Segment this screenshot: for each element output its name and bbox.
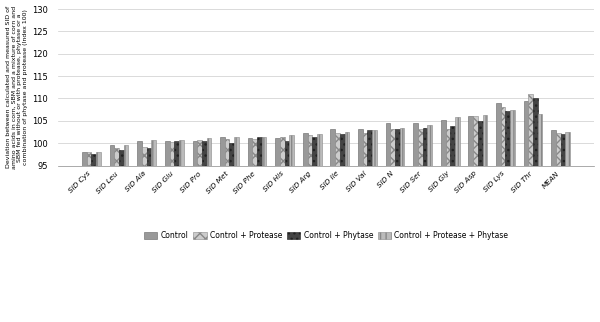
- Bar: [234, 137, 239, 166]
- Bar: [146, 148, 151, 166]
- Bar: [331, 129, 335, 166]
- Bar: [284, 141, 289, 166]
- Bar: [501, 108, 505, 166]
- Bar: [473, 116, 478, 166]
- Bar: [335, 133, 340, 166]
- Bar: [142, 147, 146, 166]
- Bar: [441, 120, 446, 166]
- Bar: [340, 134, 344, 166]
- Bar: [358, 129, 363, 166]
- Bar: [289, 135, 294, 166]
- Bar: [524, 101, 529, 166]
- Bar: [225, 139, 229, 166]
- Bar: [363, 133, 367, 166]
- Y-axis label: Deviation between calculated and measured SID of
amino acids in corn, SBM and a : Deviation between calculated and measure…: [5, 6, 28, 169]
- Bar: [229, 143, 234, 166]
- Bar: [253, 139, 257, 166]
- Bar: [124, 146, 128, 166]
- Bar: [220, 137, 225, 166]
- Bar: [165, 141, 170, 166]
- Bar: [386, 123, 391, 166]
- Bar: [482, 116, 487, 166]
- Bar: [469, 116, 473, 166]
- Bar: [202, 141, 206, 166]
- Bar: [551, 130, 556, 166]
- Bar: [422, 128, 427, 166]
- Bar: [303, 133, 308, 166]
- Bar: [193, 141, 197, 166]
- Bar: [206, 138, 211, 166]
- Bar: [197, 140, 202, 166]
- Bar: [496, 103, 501, 166]
- Bar: [317, 134, 322, 166]
- Bar: [400, 128, 404, 166]
- Bar: [151, 140, 156, 166]
- Bar: [174, 141, 179, 166]
- Bar: [372, 130, 377, 166]
- Bar: [510, 110, 515, 166]
- Bar: [418, 129, 422, 166]
- Bar: [413, 123, 418, 166]
- Bar: [170, 142, 174, 166]
- Bar: [446, 129, 450, 166]
- Bar: [110, 146, 115, 166]
- Bar: [179, 140, 184, 166]
- Bar: [312, 137, 317, 166]
- Bar: [257, 137, 262, 166]
- Bar: [115, 148, 119, 166]
- Bar: [560, 134, 565, 166]
- Bar: [248, 138, 253, 166]
- Bar: [87, 152, 91, 166]
- Bar: [505, 111, 510, 166]
- Bar: [565, 132, 570, 166]
- Bar: [82, 152, 87, 166]
- Bar: [538, 114, 542, 166]
- Bar: [455, 117, 460, 166]
- Bar: [344, 132, 349, 166]
- Legend: Control, Control + Protease, Control + Phytase, Control + Protease + Phytase: Control, Control + Protease, Control + P…: [140, 228, 511, 243]
- Bar: [367, 130, 372, 166]
- Bar: [556, 133, 560, 166]
- Bar: [391, 129, 395, 166]
- Bar: [478, 121, 482, 166]
- Bar: [91, 154, 96, 166]
- Bar: [96, 152, 101, 166]
- Bar: [533, 98, 538, 166]
- Bar: [450, 126, 455, 166]
- Bar: [395, 129, 400, 166]
- Bar: [427, 125, 432, 166]
- Bar: [137, 141, 142, 166]
- Bar: [529, 94, 533, 166]
- Bar: [308, 135, 312, 166]
- Bar: [262, 137, 266, 166]
- Bar: [275, 138, 280, 166]
- Bar: [119, 150, 124, 166]
- Bar: [280, 137, 284, 166]
